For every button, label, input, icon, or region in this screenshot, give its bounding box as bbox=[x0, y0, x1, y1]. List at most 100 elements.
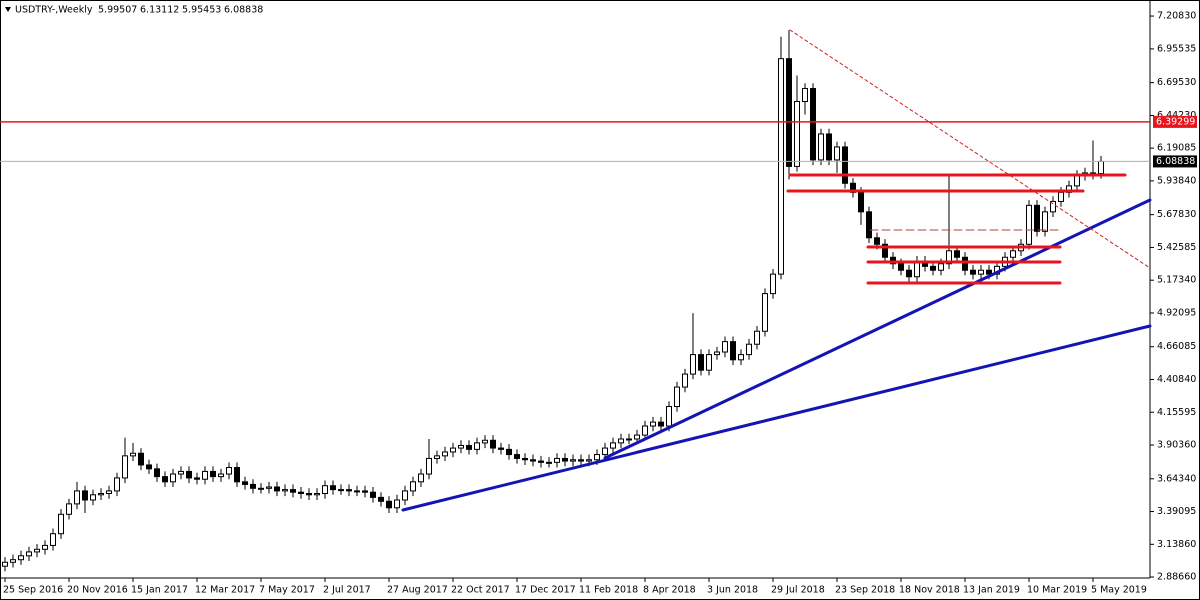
chart-title: USDTRY-,Weekly bbox=[15, 5, 93, 16]
candle-body bbox=[962, 256, 968, 271]
candle-body bbox=[610, 442, 616, 449]
candle-body bbox=[986, 269, 992, 275]
x-tick-label: 27 Aug 2017 bbox=[387, 585, 448, 596]
trendline bbox=[401, 324, 1152, 512]
candle-body bbox=[794, 101, 800, 167]
x-tick-label: 22 Oct 2017 bbox=[451, 585, 510, 596]
candle-body bbox=[282, 489, 288, 492]
x-tick-label: 5 May 2019 bbox=[1091, 585, 1147, 596]
x-tick-label: 13 Jan 2019 bbox=[963, 585, 1020, 596]
candle-body bbox=[874, 237, 880, 245]
candle-body bbox=[714, 351, 720, 356]
y-tick-label: 3.39095 bbox=[1157, 506, 1196, 517]
y-tick-label: 6.44230 bbox=[1157, 110, 1196, 121]
candle-body bbox=[706, 354, 712, 371]
candle-body bbox=[58, 513, 64, 535]
candle-body bbox=[538, 460, 544, 463]
candle-body bbox=[250, 483, 256, 489]
candle-body bbox=[298, 491, 304, 495]
candle-body bbox=[274, 486, 280, 492]
candle-body bbox=[770, 273, 776, 295]
candle-body bbox=[466, 444, 472, 450]
candle-body bbox=[778, 58, 784, 275]
x-tick-label: 11 Feb 2018 bbox=[579, 585, 638, 596]
candle-body bbox=[618, 438, 624, 444]
candle-body bbox=[690, 354, 696, 375]
candle-body bbox=[642, 425, 648, 436]
candle-body bbox=[450, 447, 456, 453]
candle-body bbox=[978, 269, 984, 275]
candle-body bbox=[554, 457, 560, 463]
candle-body bbox=[930, 265, 936, 271]
candle-body bbox=[666, 406, 672, 427]
dashed-trendline bbox=[789, 29, 1151, 269]
candle-body bbox=[74, 490, 80, 505]
candle-body bbox=[34, 548, 40, 553]
candle-body bbox=[186, 470, 192, 479]
candle-body bbox=[658, 421, 664, 427]
candle-body bbox=[106, 490, 112, 495]
candle-body bbox=[698, 354, 704, 371]
x-tick-label: 18 Nov 2018 bbox=[899, 585, 960, 596]
y-tick-label: 7.20830 bbox=[1157, 11, 1196, 22]
candle-body bbox=[946, 250, 952, 265]
candle-body bbox=[954, 250, 960, 258]
candle-body bbox=[394, 499, 400, 509]
x-tick-label: 29 Jul 2018 bbox=[771, 585, 825, 596]
candle-body bbox=[818, 133, 824, 161]
candle-body bbox=[1058, 191, 1064, 202]
candle-body bbox=[50, 533, 56, 546]
y-tick-label: 4.66085 bbox=[1157, 341, 1196, 352]
candle-body bbox=[482, 439, 488, 444]
candle-body bbox=[2, 561, 8, 567]
y-tick-label: 3.13860 bbox=[1157, 539, 1196, 550]
candle-body bbox=[722, 341, 728, 353]
current-price-label: 6.08838 bbox=[1156, 156, 1195, 167]
candle-body bbox=[1034, 204, 1040, 232]
candle-body bbox=[506, 448, 512, 456]
candle-body bbox=[202, 470, 208, 480]
candle-body bbox=[138, 452, 144, 466]
candle-body bbox=[490, 439, 496, 449]
candle-body bbox=[170, 473, 176, 483]
y-tick-label: 5.93840 bbox=[1157, 175, 1196, 186]
candle-body bbox=[122, 455, 128, 479]
candle-body bbox=[314, 493, 320, 496]
candle-body bbox=[306, 493, 312, 496]
candle-body bbox=[362, 490, 368, 493]
candle-body bbox=[474, 442, 480, 450]
ohlc-high: 6.13112 bbox=[140, 5, 179, 16]
candle-body bbox=[370, 491, 376, 498]
candle-body bbox=[346, 489, 352, 492]
candle-body bbox=[898, 263, 904, 271]
candle-body bbox=[410, 481, 416, 492]
ohlc-close: 6.08838 bbox=[224, 5, 263, 16]
y-tick-label: 6.19085 bbox=[1157, 143, 1196, 154]
candle-body bbox=[762, 293, 768, 332]
candle-body bbox=[834, 146, 840, 161]
candle-body bbox=[418, 473, 424, 483]
candle-body bbox=[650, 421, 656, 427]
candle-body bbox=[218, 473, 224, 478]
candle-body bbox=[1098, 160, 1104, 175]
candle-body bbox=[434, 455, 440, 459]
candle-body bbox=[570, 459, 576, 462]
y-tick-label: 2.88660 bbox=[1157, 572, 1196, 583]
candle-body bbox=[242, 481, 248, 485]
candle-body bbox=[546, 461, 552, 464]
y-tick-label: 4.15595 bbox=[1157, 407, 1196, 418]
y-tick-label: 4.92095 bbox=[1157, 307, 1196, 318]
candle-body bbox=[178, 470, 184, 475]
candle-body bbox=[514, 454, 520, 459]
x-tick-label: 23 Sep 2018 bbox=[835, 585, 895, 596]
candle-body bbox=[162, 476, 168, 483]
candle-body bbox=[938, 263, 944, 271]
candle-body bbox=[1010, 250, 1016, 258]
candle-body bbox=[626, 438, 632, 441]
candle-body bbox=[154, 468, 160, 478]
x-tick-label: 17 Dec 2017 bbox=[515, 585, 576, 596]
candle-body bbox=[90, 494, 96, 501]
candle-body bbox=[522, 457, 528, 461]
